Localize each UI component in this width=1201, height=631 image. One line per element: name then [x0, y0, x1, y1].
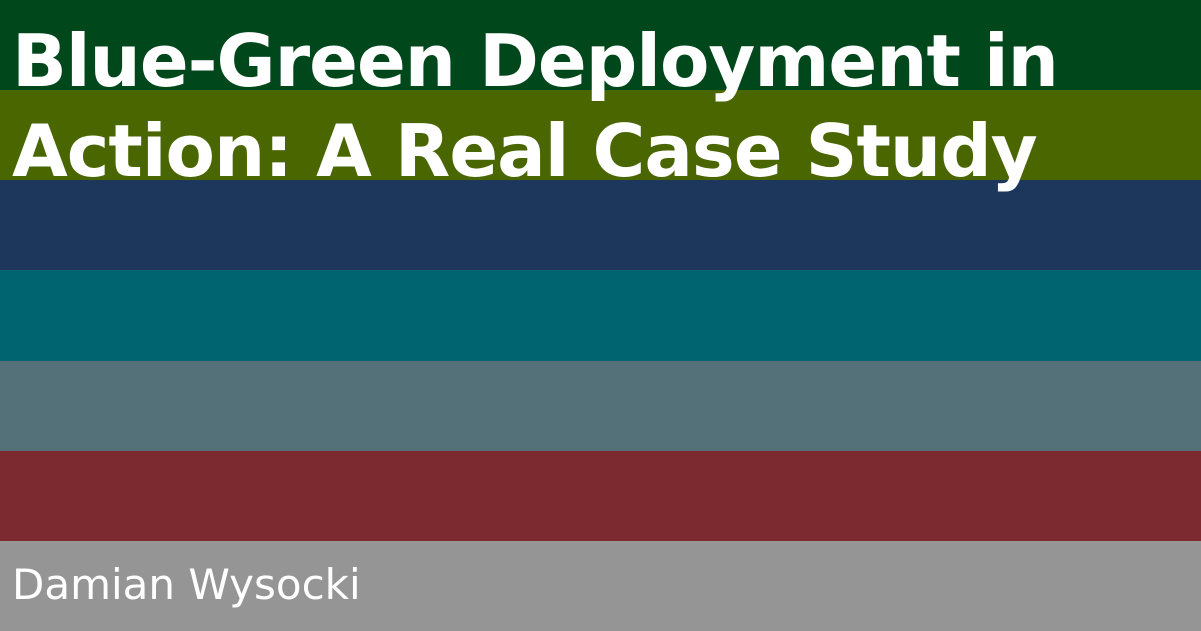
stripe-navy: [0, 180, 1201, 271]
stripe-teal: [0, 270, 1201, 361]
article-title: Blue-Green Deployment in Action: A Real …: [12, 19, 1059, 193]
author-name: Damian Wysocki: [12, 560, 361, 609]
stripe-slate: [0, 360, 1201, 451]
stripe-gray: [0, 540, 1201, 631]
stripe-maroon: [0, 450, 1201, 541]
stripe-dark-green: [0, 0, 1201, 91]
stripe-olive: [0, 90, 1201, 181]
